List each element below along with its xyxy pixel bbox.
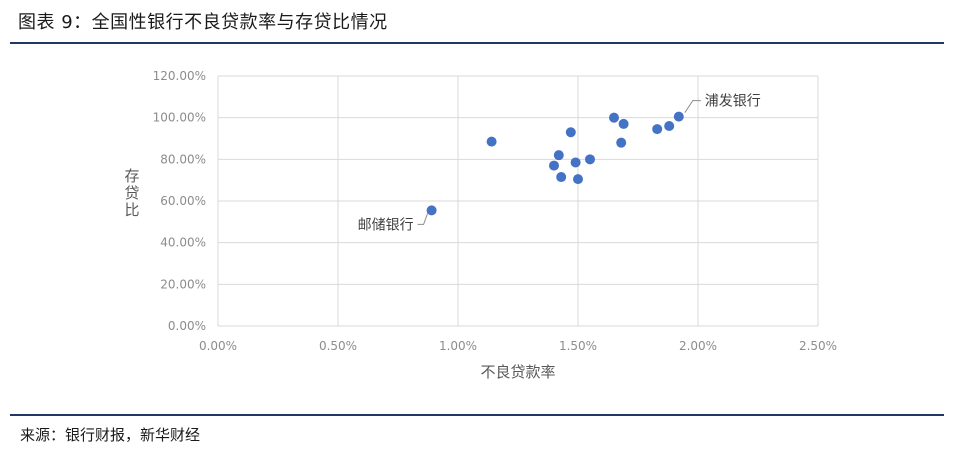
data-point [674, 112, 684, 122]
source-note: 来源：银行财报，新华财经 [20, 424, 200, 445]
y-tick-label: 100.00% [153, 111, 206, 125]
annotation-label: 浦发银行 [705, 94, 761, 110]
grid-lines [218, 76, 818, 326]
data-point [664, 121, 674, 131]
x-tick-label: 1.50% [559, 339, 597, 353]
y-tick-label: 0.00% [168, 319, 206, 333]
data-point [585, 154, 595, 164]
x-tick-labels: 0.00% 0.50% 1.00% 1.50% 2.00% 2.50% [199, 339, 837, 353]
data-point [487, 137, 497, 147]
data-point [573, 174, 583, 184]
data-point [554, 150, 564, 160]
y-tick-labels: 0.00% 20.00% 40.00% 60.00% 80.00% 100.00% 120.… [153, 69, 206, 333]
y-axis-label: 存贷比 [124, 167, 139, 219]
data-point [619, 119, 629, 129]
source-rule [10, 414, 944, 416]
y-tick-label: 40.00% [160, 236, 206, 250]
data-point [616, 138, 626, 148]
y-tick-label: 20.00% [160, 277, 206, 291]
x-tick-label: 2.00% [679, 339, 717, 353]
y-tick-label: 80.00% [160, 152, 206, 166]
y-tick-label: 120.00% [153, 69, 206, 83]
x-tick-label: 2.50% [799, 339, 837, 353]
data-point [556, 172, 566, 182]
x-tick-label: 0.00% [199, 339, 237, 353]
data-point [549, 161, 559, 171]
x-tick-label: 0.50% [319, 339, 357, 353]
data-point [609, 113, 619, 123]
data-point [652, 124, 662, 134]
data-point [571, 157, 581, 167]
annotation-label: 邮储银行 [358, 217, 414, 233]
annotation-leader [418, 213, 428, 224]
x-axis-label: 不良贷款率 [480, 363, 555, 381]
data-point [427, 205, 437, 215]
data-point [566, 127, 576, 137]
data-points [427, 112, 684, 216]
x-tick-label: 1.00% [439, 339, 477, 353]
y-tick-label: 60.00% [160, 194, 206, 208]
